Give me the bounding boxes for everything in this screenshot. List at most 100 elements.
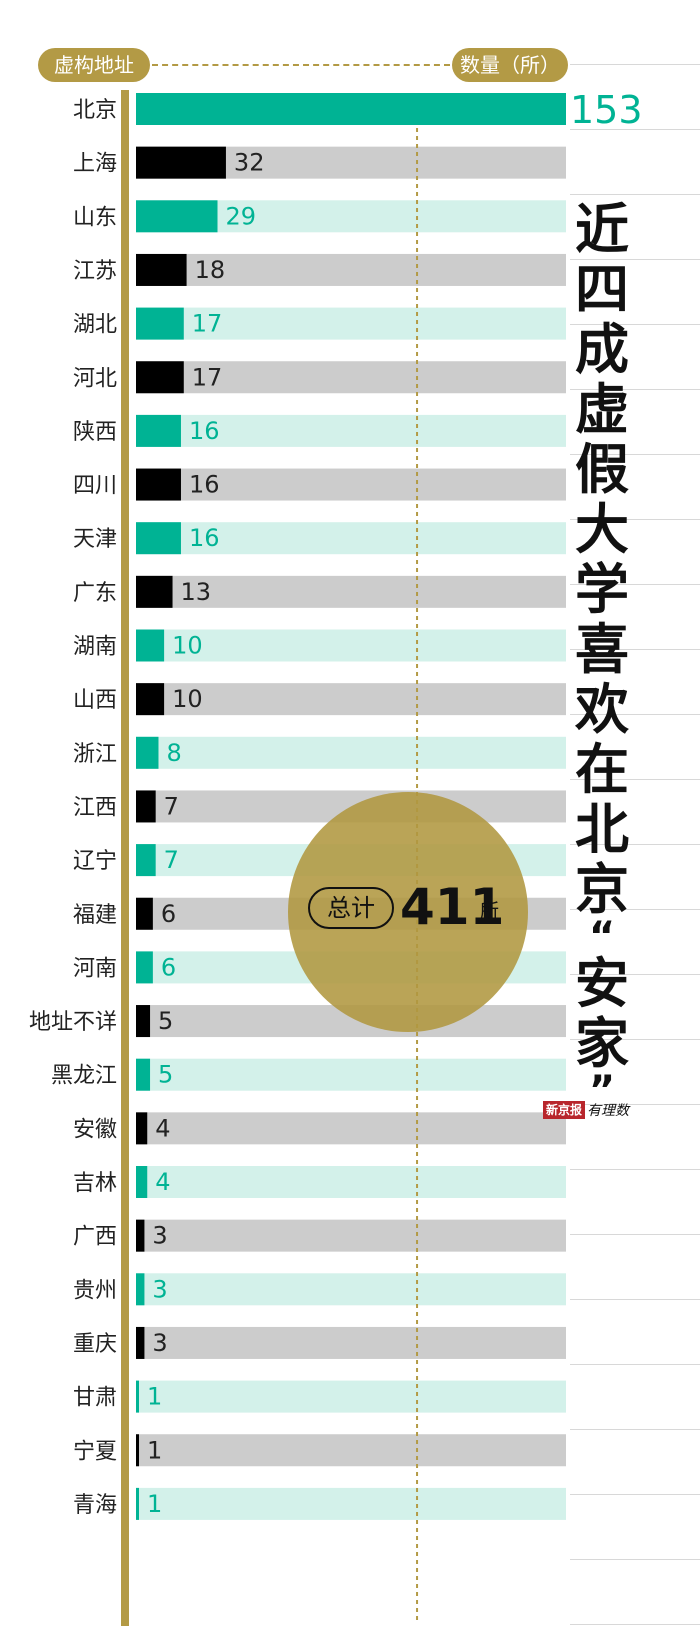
title-char: 假 bbox=[575, 438, 629, 501]
bar bbox=[136, 844, 156, 877]
title-char: 喜 bbox=[575, 618, 629, 681]
brand-sub: 有理数 bbox=[587, 1103, 630, 1119]
category-label: 青海 bbox=[73, 1493, 117, 1518]
bar bbox=[136, 629, 165, 662]
category-label: 辽宁 bbox=[73, 849, 117, 874]
category-label: 北京 bbox=[73, 98, 117, 123]
value-label: 8 bbox=[166, 739, 181, 767]
category-label: 安徽 bbox=[73, 1117, 117, 1142]
category-label: 江西 bbox=[73, 795, 117, 820]
bar-track bbox=[136, 629, 566, 662]
bar bbox=[136, 951, 153, 984]
bar-track bbox=[136, 1434, 566, 1467]
title-char: 学 bbox=[575, 558, 629, 621]
value-label: 6 bbox=[161, 900, 176, 928]
vertical-title: 近四成虚假大学喜欢在北京 “安家” bbox=[572, 200, 632, 1114]
category-label: 上海 bbox=[73, 152, 117, 177]
category-label: 吉林 bbox=[73, 1171, 117, 1196]
category-label: 江苏 bbox=[73, 259, 117, 284]
value-label: 4 bbox=[155, 1114, 170, 1142]
bar-track bbox=[136, 1112, 566, 1145]
value-label: 7 bbox=[164, 792, 179, 820]
bar-track bbox=[136, 1380, 566, 1413]
bar-track bbox=[136, 683, 566, 716]
total-label: 总计 bbox=[308, 887, 394, 929]
category-label: 宁夏 bbox=[73, 1439, 117, 1464]
bar bbox=[136, 468, 181, 501]
bar-track bbox=[136, 1326, 566, 1359]
region-header-pill: 虚构地址 bbox=[38, 48, 150, 82]
bar bbox=[136, 683, 165, 716]
bar bbox=[136, 1434, 139, 1467]
bar bbox=[136, 1487, 139, 1520]
bar-track bbox=[136, 1487, 566, 1520]
value-label: 13 bbox=[181, 578, 212, 606]
title-char: 家 bbox=[575, 1012, 629, 1075]
bar bbox=[136, 1112, 148, 1145]
value-label: 18 bbox=[195, 256, 226, 284]
bar bbox=[136, 414, 181, 447]
value-label: 3 bbox=[152, 1222, 167, 1250]
bar-track bbox=[136, 361, 566, 394]
value-label: 17 bbox=[192, 310, 223, 338]
category-label: 湖南 bbox=[73, 635, 117, 660]
category-label: 贵州 bbox=[73, 1278, 117, 1303]
total-value: 411 bbox=[400, 878, 505, 936]
value-label: 32 bbox=[234, 149, 265, 177]
brand-logo: 新京报 有理数 bbox=[543, 1100, 629, 1120]
value-label: 16 bbox=[189, 417, 220, 445]
bar-track bbox=[136, 414, 566, 447]
bar bbox=[136, 1219, 145, 1252]
category-label: 河南 bbox=[73, 956, 117, 981]
bar bbox=[136, 1005, 151, 1038]
value-label: 6 bbox=[161, 953, 176, 981]
value-label: 5 bbox=[158, 1061, 173, 1089]
bar bbox=[136, 1166, 148, 1198]
value-label: 1 bbox=[147, 1490, 162, 1518]
category-label: 甘肃 bbox=[73, 1386, 117, 1411]
header-dashed-connector bbox=[152, 64, 450, 66]
category-label: 山西 bbox=[73, 688, 117, 713]
bar bbox=[136, 790, 156, 823]
bar bbox=[136, 1380, 139, 1413]
brand-name: 新京报 bbox=[543, 1101, 586, 1119]
value-label: 10 bbox=[172, 685, 203, 713]
title-char: 成 bbox=[575, 318, 629, 381]
category-label: 陕西 bbox=[73, 420, 117, 445]
bar bbox=[136, 522, 181, 555]
category-label: 湖北 bbox=[73, 313, 117, 338]
title-quote-close: ” bbox=[588, 1068, 616, 1114]
value-label: 16 bbox=[189, 524, 220, 552]
title-char: 北 bbox=[575, 798, 629, 861]
category-label: 广西 bbox=[73, 1225, 117, 1250]
title-char: 在 bbox=[575, 738, 629, 801]
bar bbox=[136, 93, 566, 125]
category-axis-line bbox=[121, 90, 129, 1626]
value-label: 4 bbox=[155, 1168, 170, 1196]
value-label: 153 bbox=[570, 88, 643, 132]
category-label: 黑龙江 bbox=[51, 1064, 117, 1089]
value-label: 29 bbox=[226, 202, 257, 230]
bar bbox=[136, 575, 173, 608]
bar bbox=[136, 200, 218, 233]
value-label: 3 bbox=[152, 1275, 167, 1303]
bar bbox=[136, 897, 153, 930]
bar bbox=[136, 1058, 151, 1091]
value-label: 1 bbox=[147, 1436, 162, 1464]
title-char: 四 bbox=[575, 258, 629, 321]
value-label: 10 bbox=[172, 632, 203, 660]
category-label: 浙江 bbox=[73, 742, 117, 767]
value-label: 1 bbox=[147, 1383, 162, 1411]
title-char: 大 bbox=[575, 498, 629, 561]
bar bbox=[136, 361, 184, 394]
total-unit: 所 bbox=[480, 900, 500, 922]
category-label: 重庆 bbox=[73, 1332, 117, 1357]
bar-track bbox=[136, 1219, 566, 1252]
bar-track bbox=[136, 522, 566, 555]
bar-track bbox=[136, 253, 566, 286]
title-char: 欢 bbox=[575, 678, 629, 741]
count-header-pill: 数量（所） bbox=[452, 48, 568, 82]
category-label: 福建 bbox=[73, 903, 117, 928]
